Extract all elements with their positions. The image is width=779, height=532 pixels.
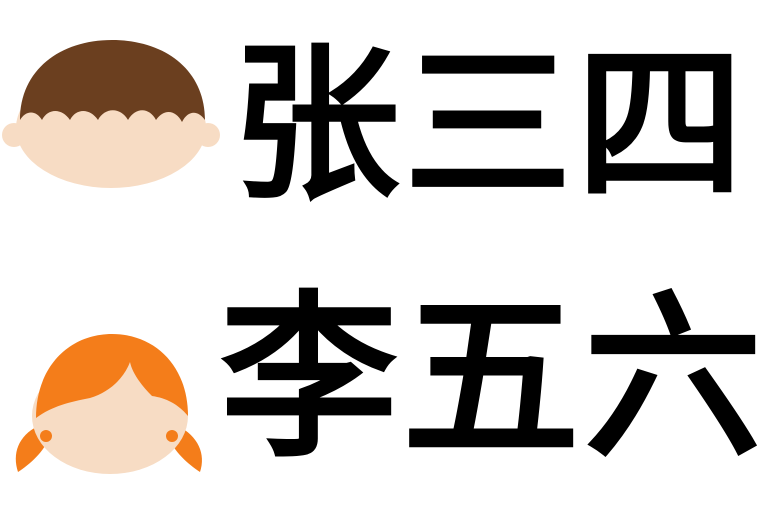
person-name: 李五六 [220,275,766,482]
girl-face-icon [0,266,230,532]
boy-face-icon [0,0,230,266]
person-name: 张三四 [232,27,748,223]
person-row-1: 张三四 [0,0,748,266]
person-row-2: 李五六 [0,266,779,532]
